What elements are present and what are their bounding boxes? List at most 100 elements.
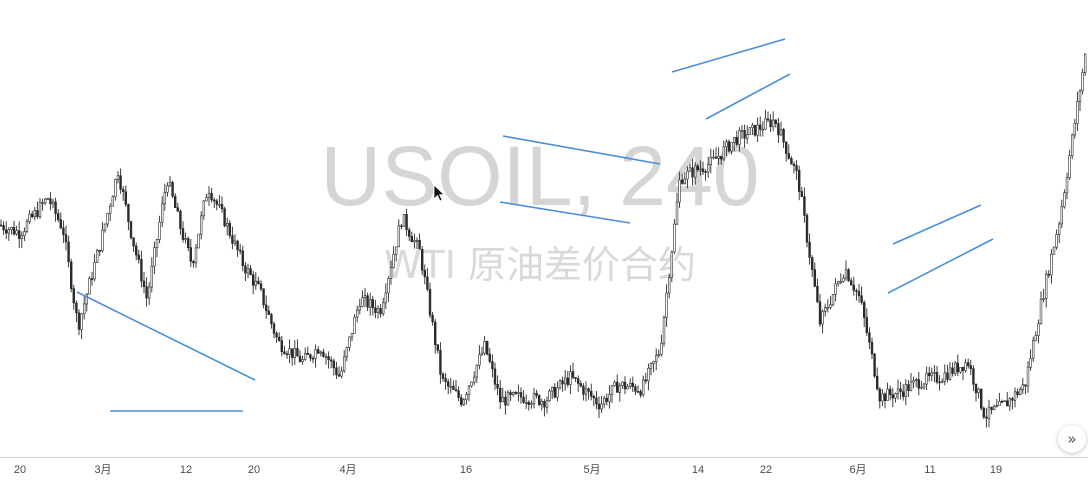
candle bbox=[727, 139, 731, 153]
candle-body bbox=[792, 163, 796, 166]
candle bbox=[696, 163, 700, 172]
candle-body bbox=[532, 392, 536, 404]
trendline-annotations[interactable] bbox=[76, 38, 994, 412]
candle-body bbox=[1084, 53, 1087, 73]
candle bbox=[168, 176, 172, 188]
candle-body bbox=[41, 202, 44, 204]
candle-body bbox=[114, 179, 117, 198]
candle bbox=[355, 305, 359, 323]
candle-body bbox=[524, 401, 528, 404]
candle-body bbox=[85, 293, 89, 305]
candle-body bbox=[964, 362, 967, 371]
candle bbox=[124, 185, 128, 207]
wedge-lower-line[interactable] bbox=[705, 73, 791, 120]
rising-channel-upper-line[interactable] bbox=[892, 204, 982, 245]
candle-body bbox=[272, 323, 276, 334]
candle bbox=[553, 383, 557, 399]
candle bbox=[985, 407, 988, 428]
candle-body bbox=[870, 341, 874, 355]
candle bbox=[77, 309, 81, 336]
candle-body bbox=[96, 250, 99, 263]
candle bbox=[1032, 336, 1035, 362]
candle bbox=[483, 336, 486, 356]
candle bbox=[860, 286, 863, 305]
candle-body bbox=[985, 416, 988, 419]
candle bbox=[1065, 172, 1069, 200]
candle-body bbox=[784, 141, 788, 154]
candle-body bbox=[927, 372, 931, 377]
candle-body bbox=[62, 227, 65, 235]
candle bbox=[899, 381, 902, 400]
candle bbox=[98, 250, 102, 257]
candle-body bbox=[813, 269, 817, 287]
candle-body bbox=[418, 240, 421, 250]
candle-body bbox=[753, 124, 757, 136]
candle-body bbox=[563, 377, 567, 385]
candle-body bbox=[805, 215, 809, 243]
candle bbox=[441, 372, 445, 382]
candle bbox=[1060, 199, 1064, 228]
candle bbox=[615, 374, 619, 393]
candle-body bbox=[436, 344, 439, 351]
candle-body bbox=[17, 230, 21, 239]
candle-body bbox=[1076, 101, 1079, 124]
candle-body bbox=[517, 392, 520, 394]
candle-body bbox=[197, 233, 200, 249]
candle bbox=[10, 226, 13, 235]
candle bbox=[241, 245, 244, 272]
candle bbox=[537, 394, 541, 407]
candle-body bbox=[696, 165, 700, 170]
channel-upper-line[interactable] bbox=[502, 135, 661, 165]
candle bbox=[116, 171, 120, 184]
candle-body bbox=[194, 247, 198, 264]
candle bbox=[161, 196, 164, 228]
candle bbox=[979, 388, 983, 411]
trendline-descending-resistance[interactable] bbox=[76, 291, 256, 381]
candle-body bbox=[142, 280, 146, 287]
wedge-upper-line[interactable] bbox=[671, 38, 786, 73]
candle bbox=[306, 346, 309, 355]
candle-body bbox=[329, 359, 333, 362]
candle bbox=[303, 347, 307, 361]
candle bbox=[187, 236, 190, 251]
candle-body bbox=[413, 240, 416, 243]
rising-channel-lower-line[interactable] bbox=[887, 238, 994, 294]
candle bbox=[12, 220, 16, 236]
candle bbox=[163, 183, 166, 211]
candle-body bbox=[233, 240, 237, 244]
candle bbox=[868, 327, 871, 349]
candle bbox=[995, 399, 999, 408]
candle-body bbox=[740, 130, 744, 132]
candle-body bbox=[865, 317, 869, 333]
candle bbox=[1042, 288, 1045, 303]
candle bbox=[30, 210, 34, 219]
candle bbox=[517, 384, 520, 402]
candle-body bbox=[1081, 72, 1084, 92]
candle bbox=[717, 147, 720, 165]
candle-body bbox=[335, 367, 338, 376]
candle-body bbox=[600, 403, 603, 410]
candle-body bbox=[1016, 391, 1019, 395]
candle bbox=[213, 197, 216, 209]
scroll-to-latest-button[interactable]: » bbox=[1058, 425, 1086, 453]
candle-body bbox=[628, 382, 632, 387]
candle bbox=[732, 137, 736, 152]
candle bbox=[784, 141, 788, 162]
candle bbox=[511, 391, 515, 397]
candle-body bbox=[379, 308, 382, 315]
candle-body bbox=[680, 179, 684, 184]
channel-lower-line[interactable] bbox=[499, 201, 631, 224]
candle-body bbox=[883, 393, 887, 401]
candle-body bbox=[462, 399, 465, 405]
candle-body bbox=[223, 208, 226, 227]
candle-body bbox=[137, 254, 140, 260]
candle-body bbox=[332, 360, 335, 369]
candle bbox=[329, 356, 333, 369]
candle-body bbox=[1078, 90, 1082, 102]
candle bbox=[925, 366, 928, 391]
candle bbox=[699, 160, 702, 176]
candle bbox=[563, 370, 567, 391]
candle-body bbox=[5, 229, 8, 234]
candle bbox=[805, 213, 809, 248]
